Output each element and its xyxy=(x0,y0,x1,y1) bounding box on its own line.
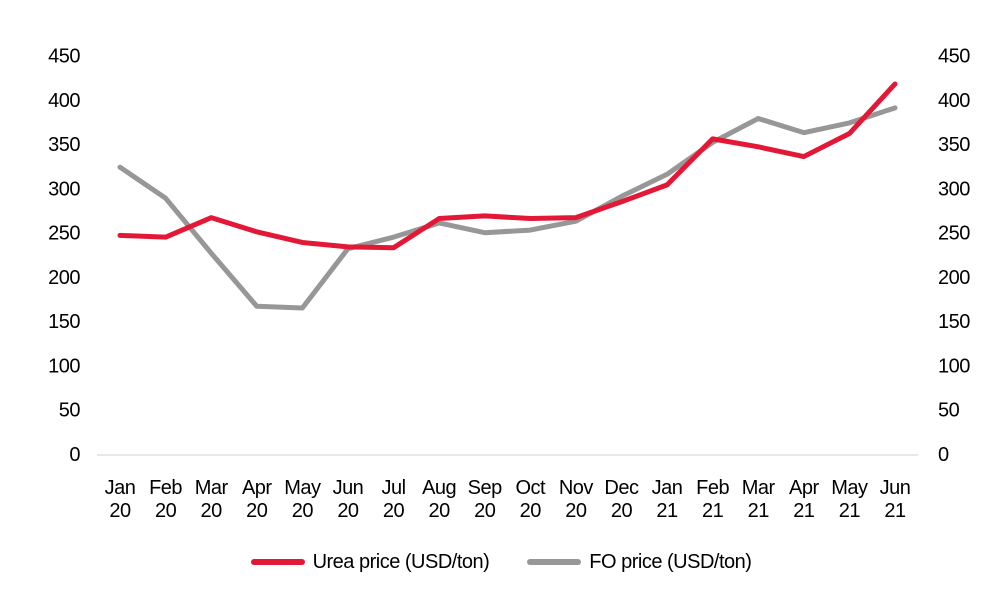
x-axis-label-year: 20 xyxy=(474,500,496,522)
x-axis-label-month: Nov xyxy=(559,477,594,499)
x-axis-label-month: Apr xyxy=(789,477,819,499)
y-axis-label-left: 400 xyxy=(48,90,80,112)
y-axis-label-right: 200 xyxy=(938,267,970,289)
fo-price-line xyxy=(117,105,898,311)
x-axis-label-year: 21 xyxy=(884,500,906,522)
legend-item-urea: Urea price (USD/ton) xyxy=(250,551,490,573)
urea-price-line xyxy=(117,81,898,251)
x-axis-label-month: Feb xyxy=(696,477,729,499)
x-axis-label-month: May xyxy=(284,477,321,499)
x-axis-label-year: 21 xyxy=(702,500,724,522)
x-axis-label-month: Jan xyxy=(652,477,683,499)
x-axis-label-year: 20 xyxy=(383,500,405,522)
x-axis-label-year: 21 xyxy=(656,500,678,522)
x-axis-label-year: 20 xyxy=(520,500,542,522)
fo-legend-label: FO price (USD/ton) xyxy=(589,551,752,573)
x-axis-label-year: 21 xyxy=(839,500,861,522)
x-axis-label-year: 20 xyxy=(246,500,268,522)
y-axis-label-left: 200 xyxy=(48,267,80,289)
x-axis-label-year: 21 xyxy=(748,500,770,522)
y-axis-label-right: 350 xyxy=(938,134,970,156)
chart-legend: Urea price (USD/ton) FO price (USD/ton) xyxy=(0,552,1002,572)
x-axis-label-year: 20 xyxy=(611,500,633,522)
x-axis-label-year: 20 xyxy=(337,500,359,522)
y-axis-label-left: 0 xyxy=(69,444,80,466)
y-axis-label-right: 150 xyxy=(938,311,970,333)
y-axis-label-left: 350 xyxy=(48,134,80,156)
y-axis-label-right: 250 xyxy=(938,223,970,245)
x-axis-label-month: Feb xyxy=(149,477,182,499)
x-axis-label-month: Apr xyxy=(242,477,272,499)
x-axis-label-year: 20 xyxy=(292,500,314,522)
x-axis-label-month: May xyxy=(831,477,868,499)
y-axis-label-right: 0 xyxy=(938,444,949,466)
x-axis-label-month: Oct xyxy=(515,477,546,499)
y-axis-label-right: 400 xyxy=(938,90,970,112)
x-axis-label-month: Jan xyxy=(105,477,136,499)
line-chart-svg: 0 0 50 50 100 100 150 150 200 200 250 250 300 300 350 3… xyxy=(48,46,971,523)
y-axis-label-left: 300 xyxy=(48,178,80,200)
x-axis-label-year: 20 xyxy=(201,500,223,522)
y-axis-label-right: 50 xyxy=(938,400,960,422)
y-axis-label-left: 450 xyxy=(48,46,80,68)
x-axis-label-month: Mar xyxy=(195,477,229,499)
y-axis-label-right: 300 xyxy=(938,178,970,200)
x-axis-label-month: Aug xyxy=(422,477,456,499)
y-axis-label-right: 450 xyxy=(938,46,970,68)
y-axis-label-left: 150 xyxy=(48,311,80,333)
urea-legend-label: Urea price (USD/ton) xyxy=(312,551,490,573)
legend-item-fo: FO price (USD/ton) xyxy=(527,551,752,573)
y-axis-label-left: 50 xyxy=(59,400,81,422)
urea-line-swatch xyxy=(250,559,305,565)
x-axis-label-year: 21 xyxy=(793,500,815,522)
x-axis-label-year: 20 xyxy=(428,500,450,522)
fo-line-swatch xyxy=(527,559,582,565)
x-axis-label-month: Jul xyxy=(381,477,405,499)
x-axis-label-month: Mar xyxy=(742,477,776,499)
x-axis-label-month: Jun xyxy=(333,477,364,499)
x-axis-label-year: 20 xyxy=(565,500,587,522)
x-axis-label-month: Dec xyxy=(604,477,639,499)
y-axis-label-left: 250 xyxy=(48,223,80,245)
y-axis-label-right: 100 xyxy=(938,355,970,377)
x-axis-label-year: 20 xyxy=(155,500,177,522)
x-axis-label-month: Sep xyxy=(468,477,502,499)
y-axis-label-left: 100 xyxy=(48,355,80,377)
x-axis-label-month: Jun xyxy=(880,477,911,499)
x-axis-label-year: 20 xyxy=(109,500,131,522)
